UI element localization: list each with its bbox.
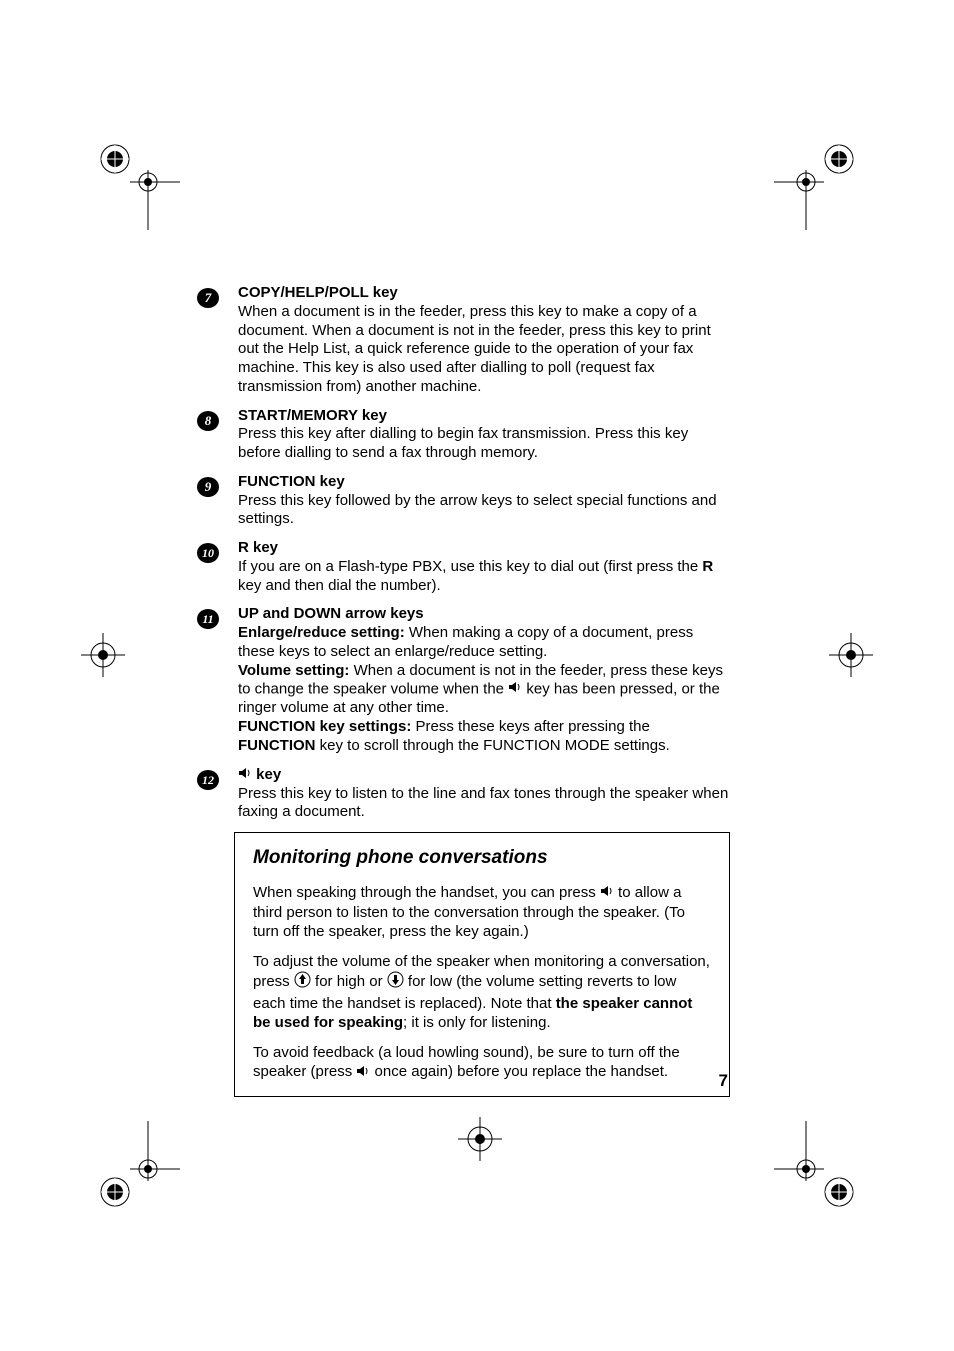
regmark-bl bbox=[70, 1116, 180, 1226]
box-p3: To avoid feedback (a loud howling sound)… bbox=[253, 1043, 711, 1082]
speaker-icon bbox=[508, 680, 522, 699]
item-number-11: 11 bbox=[196, 607, 226, 755]
up-arrow-icon bbox=[294, 971, 311, 994]
regmark-mr bbox=[811, 615, 891, 695]
svg-text:8: 8 bbox=[205, 413, 212, 428]
item-10: 10 R key If you are on a Flash-type PBX,… bbox=[200, 539, 730, 595]
item-12-title-suffix: key bbox=[252, 766, 281, 783]
svg-text:10: 10 bbox=[202, 546, 214, 560]
item-11-enlarge-label: Enlarge/reduce setting: bbox=[238, 624, 405, 641]
item-10-body-bold: R bbox=[702, 558, 713, 575]
item-11-volume-label: Volume setting: bbox=[238, 662, 349, 679]
svg-text:7: 7 bbox=[205, 290, 212, 305]
item-11: 11 UP and DOWN arrow keys Enlarge/reduce… bbox=[200, 605, 730, 755]
regmark-ml bbox=[63, 615, 143, 695]
item-8-title: START/MEMORY key bbox=[238, 407, 387, 424]
item-number-9: 9 bbox=[196, 475, 226, 529]
item-10-title: R key bbox=[238, 539, 278, 556]
item-12-body: Press this key to listen to the line and… bbox=[238, 785, 728, 821]
item-11-func-pre: Press these keys after pressing the bbox=[411, 718, 649, 735]
item-9-title: FUNCTION key bbox=[238, 473, 345, 490]
item-8: 8 START/MEMORY key Press this key after … bbox=[200, 407, 730, 463]
item-11-func-bold: FUNCTION bbox=[238, 737, 316, 754]
item-7-body: When a document is in the feeder, press … bbox=[238, 303, 711, 395]
item-11-title: UP and DOWN arrow keys bbox=[238, 605, 424, 622]
speaker-icon bbox=[238, 766, 252, 785]
down-arrow-icon bbox=[387, 971, 404, 994]
item-8-body: Press this key after dialling to begin f… bbox=[238, 425, 688, 461]
item-7-title: COPY/HELP/POLL key bbox=[238, 284, 398, 301]
item-7: 7 COPY/HELP/POLL key When a document is … bbox=[200, 284, 730, 397]
regmark-tl bbox=[70, 125, 180, 235]
item-number-8: 8 bbox=[196, 409, 226, 463]
item-number-10: 10 bbox=[196, 541, 226, 595]
monitoring-box: Monitoring phone conversations When spea… bbox=[234, 832, 730, 1097]
item-number-7: 7 bbox=[196, 286, 226, 397]
item-10-body-post: key and then dial the number). bbox=[238, 577, 441, 594]
regmark-br bbox=[774, 1116, 884, 1226]
item-number-12: 12 bbox=[196, 768, 226, 823]
speaker-icon bbox=[600, 883, 614, 903]
item-10-body-pre: If you are on a Flash-type PBX, use this… bbox=[238, 558, 702, 575]
item-12: 12 key Press this key to listen to the l… bbox=[200, 766, 730, 823]
svg-text:9: 9 bbox=[205, 479, 212, 494]
box-p2: To adjust the volume of the speaker when… bbox=[253, 952, 711, 1033]
box-p1: When speaking through the handset, you c… bbox=[253, 883, 711, 942]
box-title: Monitoring phone conversations bbox=[253, 847, 711, 869]
item-11-func-post: key to scroll through the FUNCTION MODE … bbox=[316, 737, 670, 754]
svg-text:12: 12 bbox=[202, 773, 214, 787]
item-9: 9 FUNCTION key Press this key followed b… bbox=[200, 473, 730, 529]
page-number: 7 bbox=[719, 1071, 728, 1091]
regmark-tr bbox=[774, 125, 884, 235]
item-9-body: Press this key followed by the arrow key… bbox=[238, 492, 717, 528]
svg-text:11: 11 bbox=[202, 612, 213, 626]
page-content: 7 COPY/HELP/POLL key When a document is … bbox=[200, 284, 730, 1097]
regmark-bc bbox=[440, 1099, 520, 1179]
speaker-icon bbox=[356, 1063, 370, 1083]
item-11-func-label: FUNCTION key settings: bbox=[238, 718, 411, 735]
